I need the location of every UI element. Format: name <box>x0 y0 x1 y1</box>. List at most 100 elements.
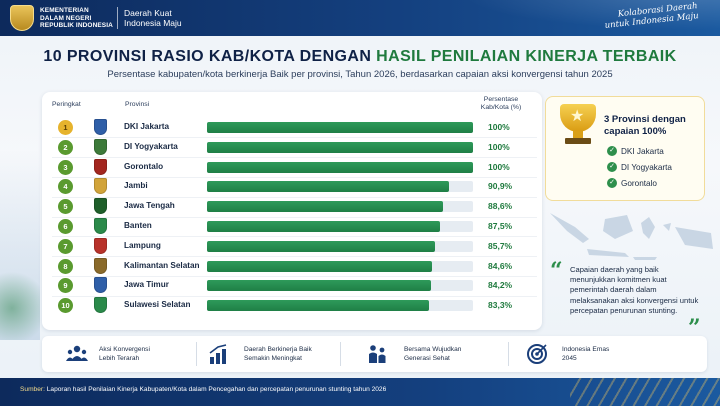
ministry-name: KEMENTERIAN DALAM NEGERI REPUBLIK INDONE… <box>40 7 113 30</box>
province-name: Kalimantan Selatan <box>124 260 200 270</box>
province-name: Banten <box>124 221 152 230</box>
province-name: Gorontalo <box>124 161 164 171</box>
feature-line: Bersama Wujudkan <box>404 346 462 353</box>
province-crest-icon <box>94 257 107 274</box>
card-title-line: 3 Provinsi dengan <box>604 114 686 125</box>
tagline: Daerah Kuat Indonesia Maju <box>124 8 182 28</box>
tagline-line: Indonesia Maju <box>124 18 182 28</box>
title-highlight: HASIL PENILAIAN KINERJA TERBAIK <box>376 48 677 65</box>
ranking-row: 10 Sulawesi Selatan 83,3% <box>52 296 537 315</box>
rank-badge: 8 <box>58 258 73 274</box>
ranking-row: 3 Gorontalo 100% <box>52 158 537 177</box>
check-icon: ✓ <box>607 146 617 156</box>
ranking-row: 2 DI Yogyakarta 100% <box>52 138 537 157</box>
title-main: 10 PROVINSI RASIO KAB/KOTA DENGAN <box>43 48 377 65</box>
percentage-label: 100% <box>488 141 510 152</box>
rank-badge: 5 <box>58 199 73 215</box>
percentage-label: 83,3% <box>488 300 513 311</box>
footer-stripes-decoration <box>570 378 720 406</box>
bar <box>207 161 473 173</box>
percentage-label: 90,9% <box>488 181 513 192</box>
bar <box>207 141 473 153</box>
percentage-label: 85,7% <box>488 240 513 251</box>
bar-track <box>207 221 473 232</box>
column-header-line: Persentase <box>483 96 519 103</box>
column-header-percentage: Persentase Kab/Kota (%) <box>470 96 532 112</box>
province-name: Jawa Tengah <box>124 201 175 211</box>
growth-chart-icon <box>209 344 227 364</box>
percentage-label: 87,5% <box>488 221 513 231</box>
rank-badge: 7 <box>58 238 73 254</box>
indonesia-map-icon <box>550 213 713 260</box>
bar <box>207 300 429 312</box>
bar-track <box>207 201 473 213</box>
row-separator <box>52 295 537 297</box>
bar <box>207 122 473 133</box>
feature-line: Semakin Meningkat <box>244 354 302 362</box>
ministry-line: REPUBLIK INDONESIA <box>40 22 113 29</box>
star-icon: ★ <box>570 108 585 125</box>
percentage-label: 100% <box>488 122 510 132</box>
bar-track <box>207 122 473 133</box>
column-header-rank: Peringkat <box>52 101 81 108</box>
row-separator <box>52 196 537 198</box>
rank-badge: 6 <box>58 219 73 234</box>
ministry-emblem-icon <box>10 5 34 31</box>
percentage-label: 84,2% <box>488 280 513 291</box>
province-crest-icon <box>94 237 107 254</box>
quote-close-icon: ” <box>688 315 701 341</box>
card-title-line: capaian 100% <box>604 126 667 137</box>
ranking-row: 1 DKI Jakarta 100% <box>52 118 537 137</box>
row-separator <box>52 157 537 159</box>
bar <box>207 201 443 213</box>
ranking-row: 6 Banten 87,5% <box>52 217 537 236</box>
row-separator <box>52 176 537 178</box>
quote-open-icon: “ <box>550 258 563 284</box>
target-icon <box>527 344 547 364</box>
feature-line: Aksi Konvergensi <box>99 346 150 353</box>
highlight-card-title: 3 Provinsi dengan capaian 100% <box>604 114 686 138</box>
ranking-row: 4 Jambi 90,9% <box>52 177 537 196</box>
bar <box>207 221 440 232</box>
bar-track <box>207 161 473 173</box>
check-icon: ✓ <box>607 162 617 172</box>
bar-track <box>207 280 473 292</box>
ministry-line: DALAM NEGERI <box>40 14 92 22</box>
feature-text: Indonesia Emas 2045 <box>562 346 609 363</box>
bar-track <box>207 240 473 252</box>
feature-divider <box>196 342 197 366</box>
rank-badge: 3 <box>58 159 73 175</box>
province-crest-icon <box>94 198 107 215</box>
province-crest-icon <box>94 277 107 294</box>
bar-track <box>207 300 473 312</box>
feature-divider <box>340 342 341 366</box>
highlight-item: DI Yogyakarta <box>621 163 672 172</box>
feature-text: Bersama Wujudkan Generasi Sehat <box>404 346 461 363</box>
source-note: Sumber: Laporan hasil Penilaian Kinerja … <box>20 386 386 393</box>
rank-badge: 9 <box>58 278 73 294</box>
column-header-line: Kab/Kota (%) <box>480 104 522 111</box>
source-text: Laporan hasil Penilaian Kinerja Kabupate… <box>46 386 387 393</box>
ranking-row: 9 Jawa Timur 84,2% <box>52 276 537 295</box>
row-separator <box>52 236 537 238</box>
row-separator <box>52 216 537 218</box>
check-icon: ✓ <box>607 178 617 188</box>
rank-badge: 2 <box>58 139 73 155</box>
highlight-item: Gorontalo <box>621 179 657 188</box>
bar-track <box>207 181 473 193</box>
ministry-line: KEMENTERIAN <box>40 7 89 14</box>
footer-bar <box>0 378 720 406</box>
province-name: DKI Jakarta <box>124 122 170 131</box>
column-header-province: Provinsi <box>125 101 150 108</box>
province-crest-icon <box>94 138 107 155</box>
province-name: DI Yogyakarta <box>124 141 178 151</box>
row-separator <box>52 137 537 139</box>
banner-wave-decoration <box>420 0 720 36</box>
ranking-row: 5 Jawa Tengah 88,6% <box>52 197 537 216</box>
feature-divider <box>508 342 509 366</box>
province-name: Jawa Timur <box>124 280 169 290</box>
feature-line: Generasi Sehat <box>404 354 450 362</box>
quote-text: Capaian daerah yang baik menunjukkan kom… <box>570 265 699 315</box>
trophy-base <box>565 138 591 144</box>
bar <box>207 280 431 292</box>
